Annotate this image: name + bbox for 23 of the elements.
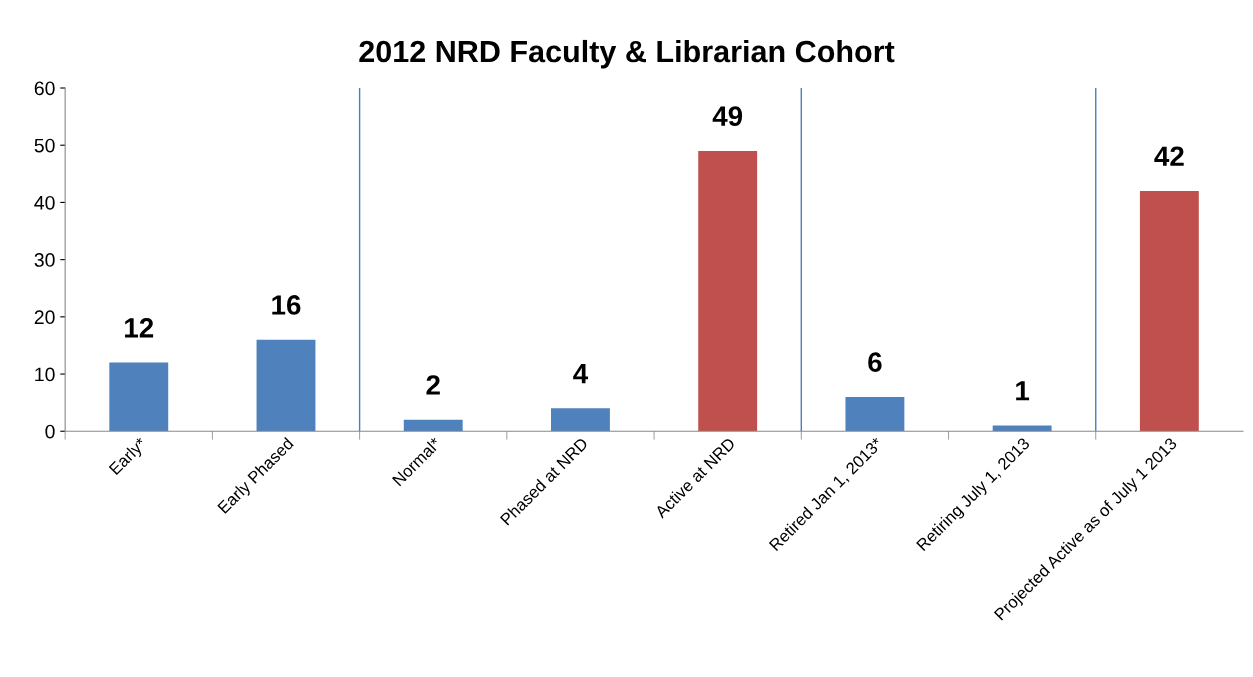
bar xyxy=(698,150,758,432)
bar xyxy=(403,419,463,432)
data-label: 49 xyxy=(712,106,743,126)
y-tick-label: 60 xyxy=(34,81,55,96)
bar xyxy=(109,362,169,432)
bar xyxy=(845,396,905,432)
y-tick-label: 40 xyxy=(34,195,55,210)
y-tick-label: 50 xyxy=(34,138,55,153)
data-label: 12 xyxy=(125,318,154,338)
y-tick-label: 30 xyxy=(34,253,55,267)
y-tick-label: 10 xyxy=(35,367,55,382)
data-label: 42 xyxy=(1154,146,1184,166)
bar xyxy=(1139,190,1199,432)
bar xyxy=(256,339,316,432)
chart-title: 2012 NRD Faculty & Librarian Cohort xyxy=(359,39,895,69)
data-label: 4 xyxy=(573,364,589,384)
data-label: 1 xyxy=(1016,381,1030,401)
data-label: 2 xyxy=(426,375,440,395)
data-label: 16 xyxy=(272,295,301,315)
y-tick-label: 20 xyxy=(34,310,55,325)
bar xyxy=(551,408,610,432)
data-label: 6 xyxy=(868,352,882,372)
y-tick-label: 0 xyxy=(45,424,55,439)
